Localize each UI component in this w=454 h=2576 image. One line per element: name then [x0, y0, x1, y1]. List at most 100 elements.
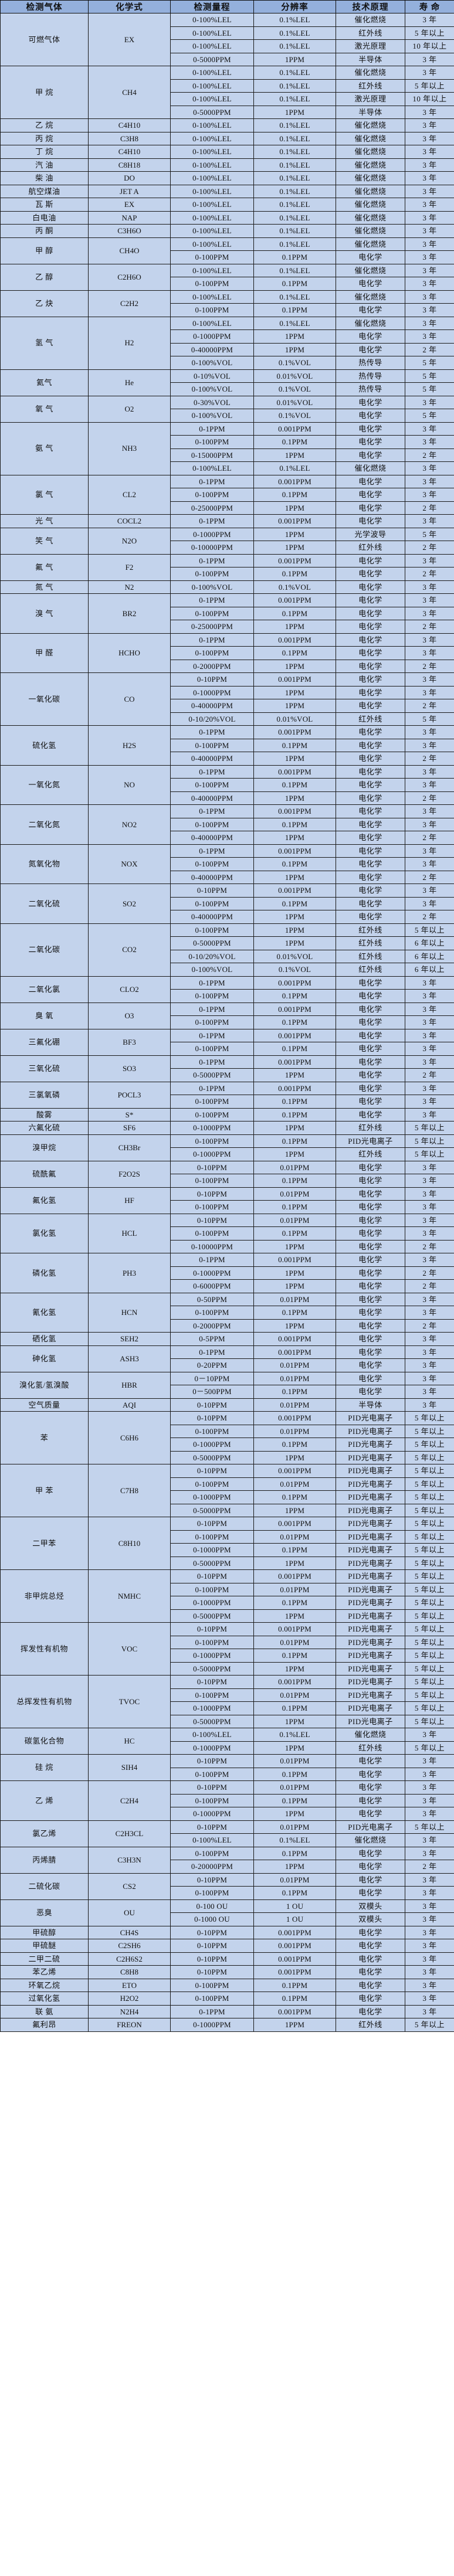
cell-lifetime: 3 年 [405, 580, 454, 594]
cell-resolution: 0.01PPM [253, 1371, 336, 1385]
cell-range: 0-6000PPM [170, 1279, 254, 1293]
table-row: 硒化氢 SEH2 0-5PPM 0.001PPM 电化学 3 年 [0, 1332, 454, 1346]
cell-gas-name: 非甲烷总烃 [0, 1569, 89, 1623]
cell-range: 0-100PPM [170, 1134, 254, 1148]
cell-resolution: 0.01PPM [253, 1754, 336, 1768]
table-row: 0-100PPM 0.01PPM PID光电离子 5 年以上 [1, 1424, 454, 1438]
cell-range: 0-100%LEL [170, 263, 254, 277]
cell-gas-name: 三氟化硼 [0, 1028, 89, 1056]
cell-lifetime: 3 年 [405, 290, 454, 304]
cell-technology: 电化学 [336, 752, 405, 766]
cell-technology: PID光电离子 [336, 1596, 405, 1610]
cell-resolution: 0.001PPM [253, 1028, 336, 1042]
cell-lifetime: 2 年 [405, 342, 454, 356]
cell-gas-name: 甲 醇 [0, 237, 89, 264]
cell-lifetime: 3 年 [405, 1253, 454, 1267]
cell-gas-name: 氨 气 [0, 422, 89, 475]
cell-lifetime: 5 年以上 [405, 1517, 454, 1531]
cell-lifetime: 3 年 [405, 1886, 454, 1900]
cell-range: 0-100PPM [170, 1107, 254, 1122]
cell-formula: ETO [88, 1978, 171, 1992]
header-range: 检测量程 [170, 0, 254, 13]
cell-lifetime: 2 年 [405, 870, 454, 884]
cell-lifetime: 2 年 [405, 752, 454, 766]
cell-resolution: 0.1%LEL [253, 263, 336, 277]
cell-gas-name: 苯 [0, 1411, 89, 1464]
cell-resolution: 0.01PPM [253, 1424, 336, 1438]
cell-lifetime: 3 年 [405, 1385, 454, 1399]
cell-range: 0-100%LEL [170, 92, 254, 106]
cell-lifetime: 2 年 [405, 791, 454, 805]
cell-range: 0-5000PPM [170, 1609, 254, 1623]
cell-technology: 热传导 [336, 369, 405, 383]
cell-lifetime: 3 年 [405, 1332, 454, 1346]
cell-resolution: 1PPM [253, 1450, 336, 1464]
table-row: 空气质量 AQI 0-10PPM 0.01PPM 半导体 3 年 [0, 1398, 454, 1412]
cell-resolution: 0.1%LEL [253, 171, 336, 185]
cell-lifetime: 3 年 [405, 1187, 454, 1201]
cell-gas-name: 光 气 [0, 514, 89, 528]
cell-gas-name: 溴 气 [0, 593, 89, 634]
table-row: 0-25000PPM 1PPM 电化学 2 年 [1, 620, 454, 634]
cell-resolution: 1PPM [253, 342, 336, 356]
cell-range: 0-1000PPM [170, 1147, 254, 1161]
cell-technology: 热传导 [336, 356, 405, 370]
cell-resolution: 0.1%LEL [253, 158, 336, 172]
table-row: 丙 酮 C3H6O 0-100%LEL 0.1%LEL 催化燃烧 3 年 [0, 224, 454, 238]
cell-range: 0-40000PPM [170, 910, 254, 924]
cell-lifetime: 3 年 [405, 13, 454, 27]
cell-technology: 电化学 [336, 1068, 405, 1082]
cell-resolution: 0.1%LEL [253, 66, 336, 80]
table-row: 0-100PPM 0.1PPM 电化学 3 年 [1, 1174, 454, 1188]
cell-range: 0-100PPM [170, 1688, 254, 1702]
cell-range: 0-10PPM [170, 1925, 254, 1939]
cell-resolution: 0.001PPM [253, 1952, 336, 1966]
cell-lifetime: 3 年 [405, 1872, 454, 1887]
table-row: 氟 气 F2 0-1PPM 0.001PPM 电化学 3 年 [0, 553, 454, 581]
cell-gas-name: 氟化氢 [0, 1187, 89, 1214]
cell-range: 0-10PPM [170, 672, 254, 687]
cell-lifetime: 2 年 [405, 1860, 454, 1874]
table-row: 0-1000PPM 0.1PPM PID光电离子 5 年以上 [1, 1437, 454, 1452]
cell-technology: PID光电离子 [336, 1503, 405, 1517]
table-row: 0-40000PPM 1PPM 电化学 2 年 [1, 752, 454, 766]
cell-formula: NO [88, 764, 171, 805]
cell-technology: 电化学 [336, 1860, 405, 1874]
table-row: 二甲二硫 C2H6S2 0-10PPM 0.001PPM 电化学 3 年 [0, 1952, 454, 1966]
cell-lifetime: 3 年 [405, 1306, 454, 1320]
cell-range: 0-100%LEL [170, 39, 254, 53]
cell-resolution: 0.001PPM [253, 593, 336, 607]
cell-technology: 红外线 [336, 936, 405, 950]
cell-range: 0-100%VOL [170, 963, 254, 977]
cell-lifetime: 3 年 [405, 461, 454, 475]
cell-technology: 电化学 [336, 699, 405, 713]
cell-range: 0-40000PPM [170, 870, 254, 884]
cell-range: 0-1PPM [170, 474, 254, 488]
cell-resolution: 0.001PPM [253, 1411, 336, 1425]
cell-gas-name: 氢 气 [0, 316, 89, 370]
cell-gas-name: 二氧化硫 [0, 883, 89, 924]
cell-resolution: 0.1PPM [253, 1543, 336, 1557]
table-row: 氮 气 N2 0-100%VOL 0.1%VOL 电化学 3 年 [0, 580, 454, 594]
cell-lifetime: 5 年以上 [405, 1450, 454, 1464]
cell-technology: 电化学 [336, 857, 405, 871]
cell-lifetime: 3 年 [405, 224, 454, 238]
cell-lifetime: 5 年以上 [405, 1556, 454, 1570]
cell-range: 0-50PPM [170, 1292, 254, 1306]
cell-technology: 电化学 [336, 580, 405, 594]
table-row: 苯 C6H6 0-10PPM 0.001PPM PID光电离子 5 年以上 [0, 1411, 454, 1464]
cell-range: 0-100PPM [170, 738, 254, 752]
cell-technology: 催化燃烧 [336, 316, 405, 330]
table-row: 0-100PPM 0.1PPM 电化学 3 年 [1, 1042, 454, 1056]
table-row: 0-5000PPM 1PPM PID光电离子 5 年以上 [1, 1503, 454, 1517]
cell-resolution: 1PPM [253, 659, 336, 673]
cell-range: 0-100%LEL [170, 118, 254, 132]
cell-gas-name: 环氧乙烷 [0, 1978, 89, 1992]
cell-range: 0-10PPM [170, 1464, 254, 1478]
cell-resolution: 0.001PPM [253, 764, 336, 779]
table-row: 氰化氢 HCN 0-50PPM 0.01PPM 电化学 3 年 [0, 1292, 454, 1333]
cell-range: 0-100PPM [170, 1424, 254, 1438]
cell-technology: 电化学 [336, 1952, 405, 1966]
table-row: 0-1000PPM 0.1PPM PID光电离子 5 年以上 [1, 1543, 454, 1557]
table-row: 0-5000PPM 1PPM 电化学 2 年 [1, 1068, 454, 1082]
